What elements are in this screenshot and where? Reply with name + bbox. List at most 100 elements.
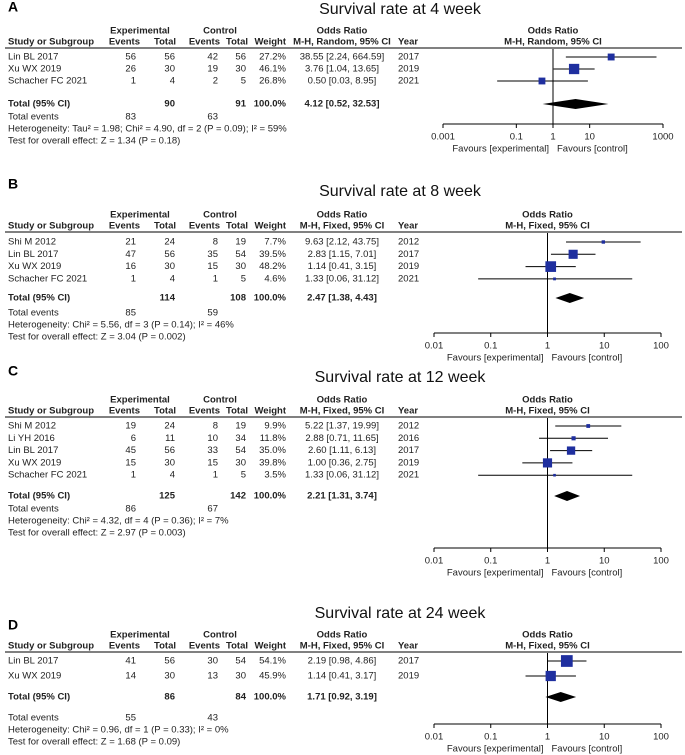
year: 2021 xyxy=(398,273,419,284)
exp-total: 4 xyxy=(170,470,175,481)
odds-ratio: 2.83 [1.15, 7.01] xyxy=(308,249,377,260)
total-events-exp: 55 xyxy=(125,713,136,724)
column-header: M-H, Fixed, 95% CI xyxy=(505,641,589,652)
weight: 46.1% xyxy=(259,64,286,75)
group-header: Experimental xyxy=(110,210,170,221)
study-name: Lin BL 2017 xyxy=(8,445,58,456)
exp-total: 56 xyxy=(164,445,175,456)
exp-events: 16 xyxy=(125,261,136,272)
weight: 3.5% xyxy=(264,470,286,481)
ctrl-events: 10 xyxy=(207,433,218,444)
ctrl-total: 5 xyxy=(241,470,246,481)
ctrl-total: 19 xyxy=(235,421,246,432)
favours-right: Favours [control] xyxy=(552,568,623,579)
x-tick-label: 1000 xyxy=(652,132,673,143)
column-header: Events xyxy=(109,406,140,417)
weight: 7.7% xyxy=(264,237,286,248)
year: 2019 xyxy=(398,671,419,682)
column-header: Events xyxy=(189,406,220,417)
exp-events: 1 xyxy=(131,76,136,87)
year: 2016 xyxy=(398,433,419,444)
study-square xyxy=(566,446,576,455)
study-name: Xu WX 2019 xyxy=(8,261,61,272)
x-tick-label: 0.1 xyxy=(484,556,497,567)
study-name: Shi M 2012 xyxy=(8,237,56,248)
ctrl-events: 8 xyxy=(213,237,218,248)
exp-total: 30 xyxy=(164,261,175,272)
total-exp: 125 xyxy=(159,491,176,502)
total-events-label: Total events xyxy=(8,112,59,123)
column-header: Weight xyxy=(255,37,287,48)
x-tick-label: 10 xyxy=(599,341,610,352)
total-or: 4.12 [0.52, 32.53] xyxy=(305,99,380,110)
exp-total: 56 xyxy=(164,249,175,260)
total-events-ctrl: 59 xyxy=(207,308,218,319)
total-exp: 90 xyxy=(164,99,175,110)
panel-letter: D xyxy=(8,617,18,633)
x-tick-label: 100 xyxy=(653,556,669,567)
study-name: Lin BL 2017 xyxy=(8,249,58,260)
study-name: Xu WX 2019 xyxy=(8,671,61,682)
exp-events: 41 xyxy=(125,656,136,667)
total-weight: 100.0% xyxy=(254,99,287,110)
ctrl-events: 30 xyxy=(207,656,218,667)
exp-total: 30 xyxy=(164,64,175,75)
exp-total: 56 xyxy=(164,656,175,667)
exp-events: 45 xyxy=(125,445,136,456)
total-label: Total (95% CI) xyxy=(8,692,70,703)
odds-ratio: 1.14 [0.41, 3.17] xyxy=(308,671,377,682)
ctrl-events: 13 xyxy=(207,671,218,682)
total-weight: 100.0% xyxy=(254,692,287,703)
study-square xyxy=(586,424,591,428)
ctrl-events: 42 xyxy=(207,52,218,63)
x-tick-label: 0.1 xyxy=(510,132,523,143)
total-events-exp: 85 xyxy=(125,308,136,319)
x-tick-label: 1 xyxy=(550,132,555,143)
total-ctrl: 91 xyxy=(235,99,246,110)
column-header: Year xyxy=(398,406,418,417)
total-weight: 100.0% xyxy=(254,293,287,304)
odds-ratio: 1.14 [0.41, 3.15] xyxy=(308,261,377,272)
panel-letter: C xyxy=(8,363,18,379)
weight: 4.6% xyxy=(264,273,286,284)
total-events-label: Total events xyxy=(8,504,59,515)
x-tick-label: 0.01 xyxy=(425,341,444,352)
study-square xyxy=(568,249,578,259)
year: 2021 xyxy=(398,76,419,87)
effect-header: Odds Ratio xyxy=(522,630,573,641)
exp-events: 15 xyxy=(125,457,136,468)
ctrl-total: 30 xyxy=(235,457,246,468)
odds-ratio: 2.60 [1.11, 6.13] xyxy=(308,445,376,456)
exp-events: 21 xyxy=(125,237,136,248)
column-header: Events xyxy=(189,641,220,652)
group-header: Control xyxy=(203,395,237,406)
ctrl-events: 19 xyxy=(207,64,218,75)
odds-ratio: 2.88 [0.71, 11.65] xyxy=(305,433,378,444)
ctrl-total: 19 xyxy=(235,237,246,248)
overall-effect: Test for overall effect: Z = 1.68 (P = 0… xyxy=(8,737,180,748)
weight: 39.5% xyxy=(259,249,286,260)
column-header: Total xyxy=(226,37,248,48)
exp-events: 1 xyxy=(131,273,136,284)
total-ctrl: 142 xyxy=(230,491,246,502)
ctrl-events: 2 xyxy=(213,76,218,87)
exp-total: 4 xyxy=(170,273,175,284)
column-header: Study or Subgroup xyxy=(8,406,94,417)
overall-effect: Test for overall effect: Z = 2.97 (P = 0… xyxy=(8,528,186,539)
x-tick-label: 1 xyxy=(545,732,550,743)
exp-total: 56 xyxy=(164,52,175,63)
exp-events: 19 xyxy=(125,421,136,432)
year: 2019 xyxy=(398,64,419,75)
favours-right: Favours [control] xyxy=(557,144,628,155)
odds-ratio: 1.33 [0.06, 31.12] xyxy=(305,273,379,284)
x-tick-label: 0.01 xyxy=(425,556,444,567)
total-events-ctrl: 43 xyxy=(207,713,218,724)
total-events-exp: 83 xyxy=(125,112,136,123)
x-tick-label: 0.1 xyxy=(484,341,497,352)
total-ctrl: 84 xyxy=(235,692,246,703)
study-square xyxy=(607,53,615,61)
x-tick-label: 1 xyxy=(545,556,550,567)
study-name: Schacher FC 2021 xyxy=(8,273,87,284)
x-tick-label: 0.1 xyxy=(484,732,497,743)
exp-total: 24 xyxy=(164,421,175,432)
